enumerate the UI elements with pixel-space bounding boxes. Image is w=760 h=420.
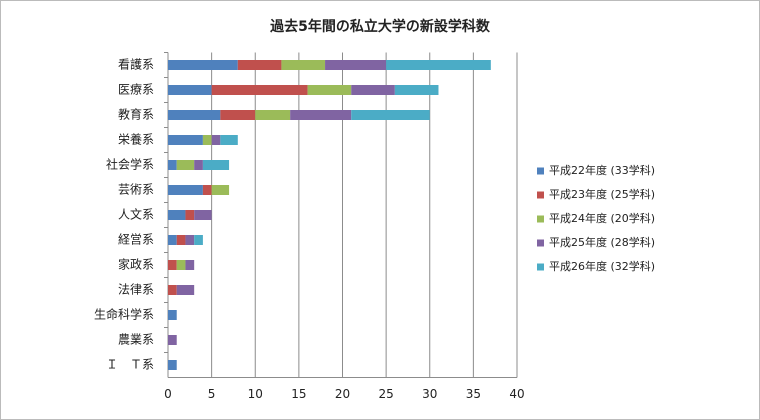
x-tick-label: 35 xyxy=(466,387,481,401)
bar-segment xyxy=(185,210,195,220)
x-tick-label: 25 xyxy=(378,387,393,401)
x-tick-label: 20 xyxy=(335,387,350,401)
bar-segment xyxy=(211,135,221,145)
y-tick-label: 農業系 xyxy=(118,333,154,347)
bar-segment xyxy=(185,260,195,270)
bar-segment xyxy=(211,185,230,195)
bar-segment xyxy=(194,235,203,245)
bar-segment xyxy=(185,235,195,245)
bar-segment xyxy=(176,260,186,270)
bar-segment xyxy=(168,210,186,220)
legend-label: 平成22年度 (33学科) xyxy=(549,163,655,177)
bar-segment xyxy=(202,160,230,170)
bar-segment xyxy=(307,85,352,95)
y-tick-label: 栄養系 xyxy=(118,132,154,147)
bar-segment xyxy=(168,135,203,145)
bar-segment xyxy=(220,135,238,145)
x-tick-label: 5 xyxy=(208,387,216,401)
chart-title: 過去5年間の私立大学の新設学科数 xyxy=(269,18,491,35)
y-tick-label: 医療系 xyxy=(118,83,154,97)
x-tick-label: 40 xyxy=(509,387,524,401)
bar-segment xyxy=(202,135,212,145)
bar-segment xyxy=(168,360,177,370)
y-tick-label: 芸術系 xyxy=(118,183,154,197)
x-tick-label: 0 xyxy=(164,387,172,401)
bar-segment xyxy=(168,60,238,70)
bar-segment xyxy=(394,85,439,95)
bar-segment xyxy=(255,110,291,120)
y-tick-label: Ｉ Ｔ系 xyxy=(106,358,154,372)
y-tick-label: 人文系 xyxy=(118,207,154,222)
bar-segment xyxy=(176,235,186,245)
bar-segment xyxy=(168,310,177,320)
y-tick-label: 生命科学系 xyxy=(94,307,154,322)
bar-segment xyxy=(290,110,352,120)
x-tick-label: 15 xyxy=(291,387,306,401)
legend-swatch xyxy=(537,191,544,199)
y-tick-label: 経営系 xyxy=(118,233,154,247)
legend-swatch xyxy=(537,167,544,175)
bar-segment xyxy=(351,110,430,120)
bar-segment xyxy=(168,160,177,170)
bar-segment xyxy=(168,110,221,120)
bar-segment xyxy=(176,285,195,295)
bar-segment xyxy=(351,85,395,95)
legend-label: 平成26年度 (32学科) xyxy=(549,259,655,273)
legend-swatch xyxy=(537,215,544,223)
legend-label: 平成25年度 (28学科) xyxy=(549,235,655,249)
legend-swatch xyxy=(537,239,544,247)
bar-segment xyxy=(168,260,177,270)
bar-segment xyxy=(168,185,203,195)
bar-segment xyxy=(211,85,308,95)
bar-segment xyxy=(168,335,177,345)
x-tick-label: 10 xyxy=(248,387,263,401)
y-tick-label: 社会学系 xyxy=(106,157,154,172)
bar-segment xyxy=(202,185,212,195)
bar-segment xyxy=(386,60,491,70)
bar-segment xyxy=(168,235,177,245)
bar-segment xyxy=(176,160,195,170)
y-tick-label: 教育系 xyxy=(118,107,154,122)
bar-segment xyxy=(194,160,203,170)
bar-segment xyxy=(237,60,282,70)
bar-segment xyxy=(194,210,212,220)
bar-segment xyxy=(325,60,387,70)
legend-label: 平成24年度 (20学科) xyxy=(549,211,655,225)
y-tick-label: 法律系 xyxy=(118,283,154,297)
bar-segment xyxy=(281,60,326,70)
bar-segment xyxy=(168,85,212,95)
legend-swatch xyxy=(537,263,544,271)
bar-segment xyxy=(168,285,177,295)
legend-label: 平成23年度 (25学科) xyxy=(549,187,655,201)
y-tick-label: 看護系 xyxy=(118,57,154,72)
bar-segment xyxy=(220,110,256,120)
x-tick-label: 30 xyxy=(422,387,437,401)
y-tick-label: 家政系 xyxy=(118,257,154,272)
